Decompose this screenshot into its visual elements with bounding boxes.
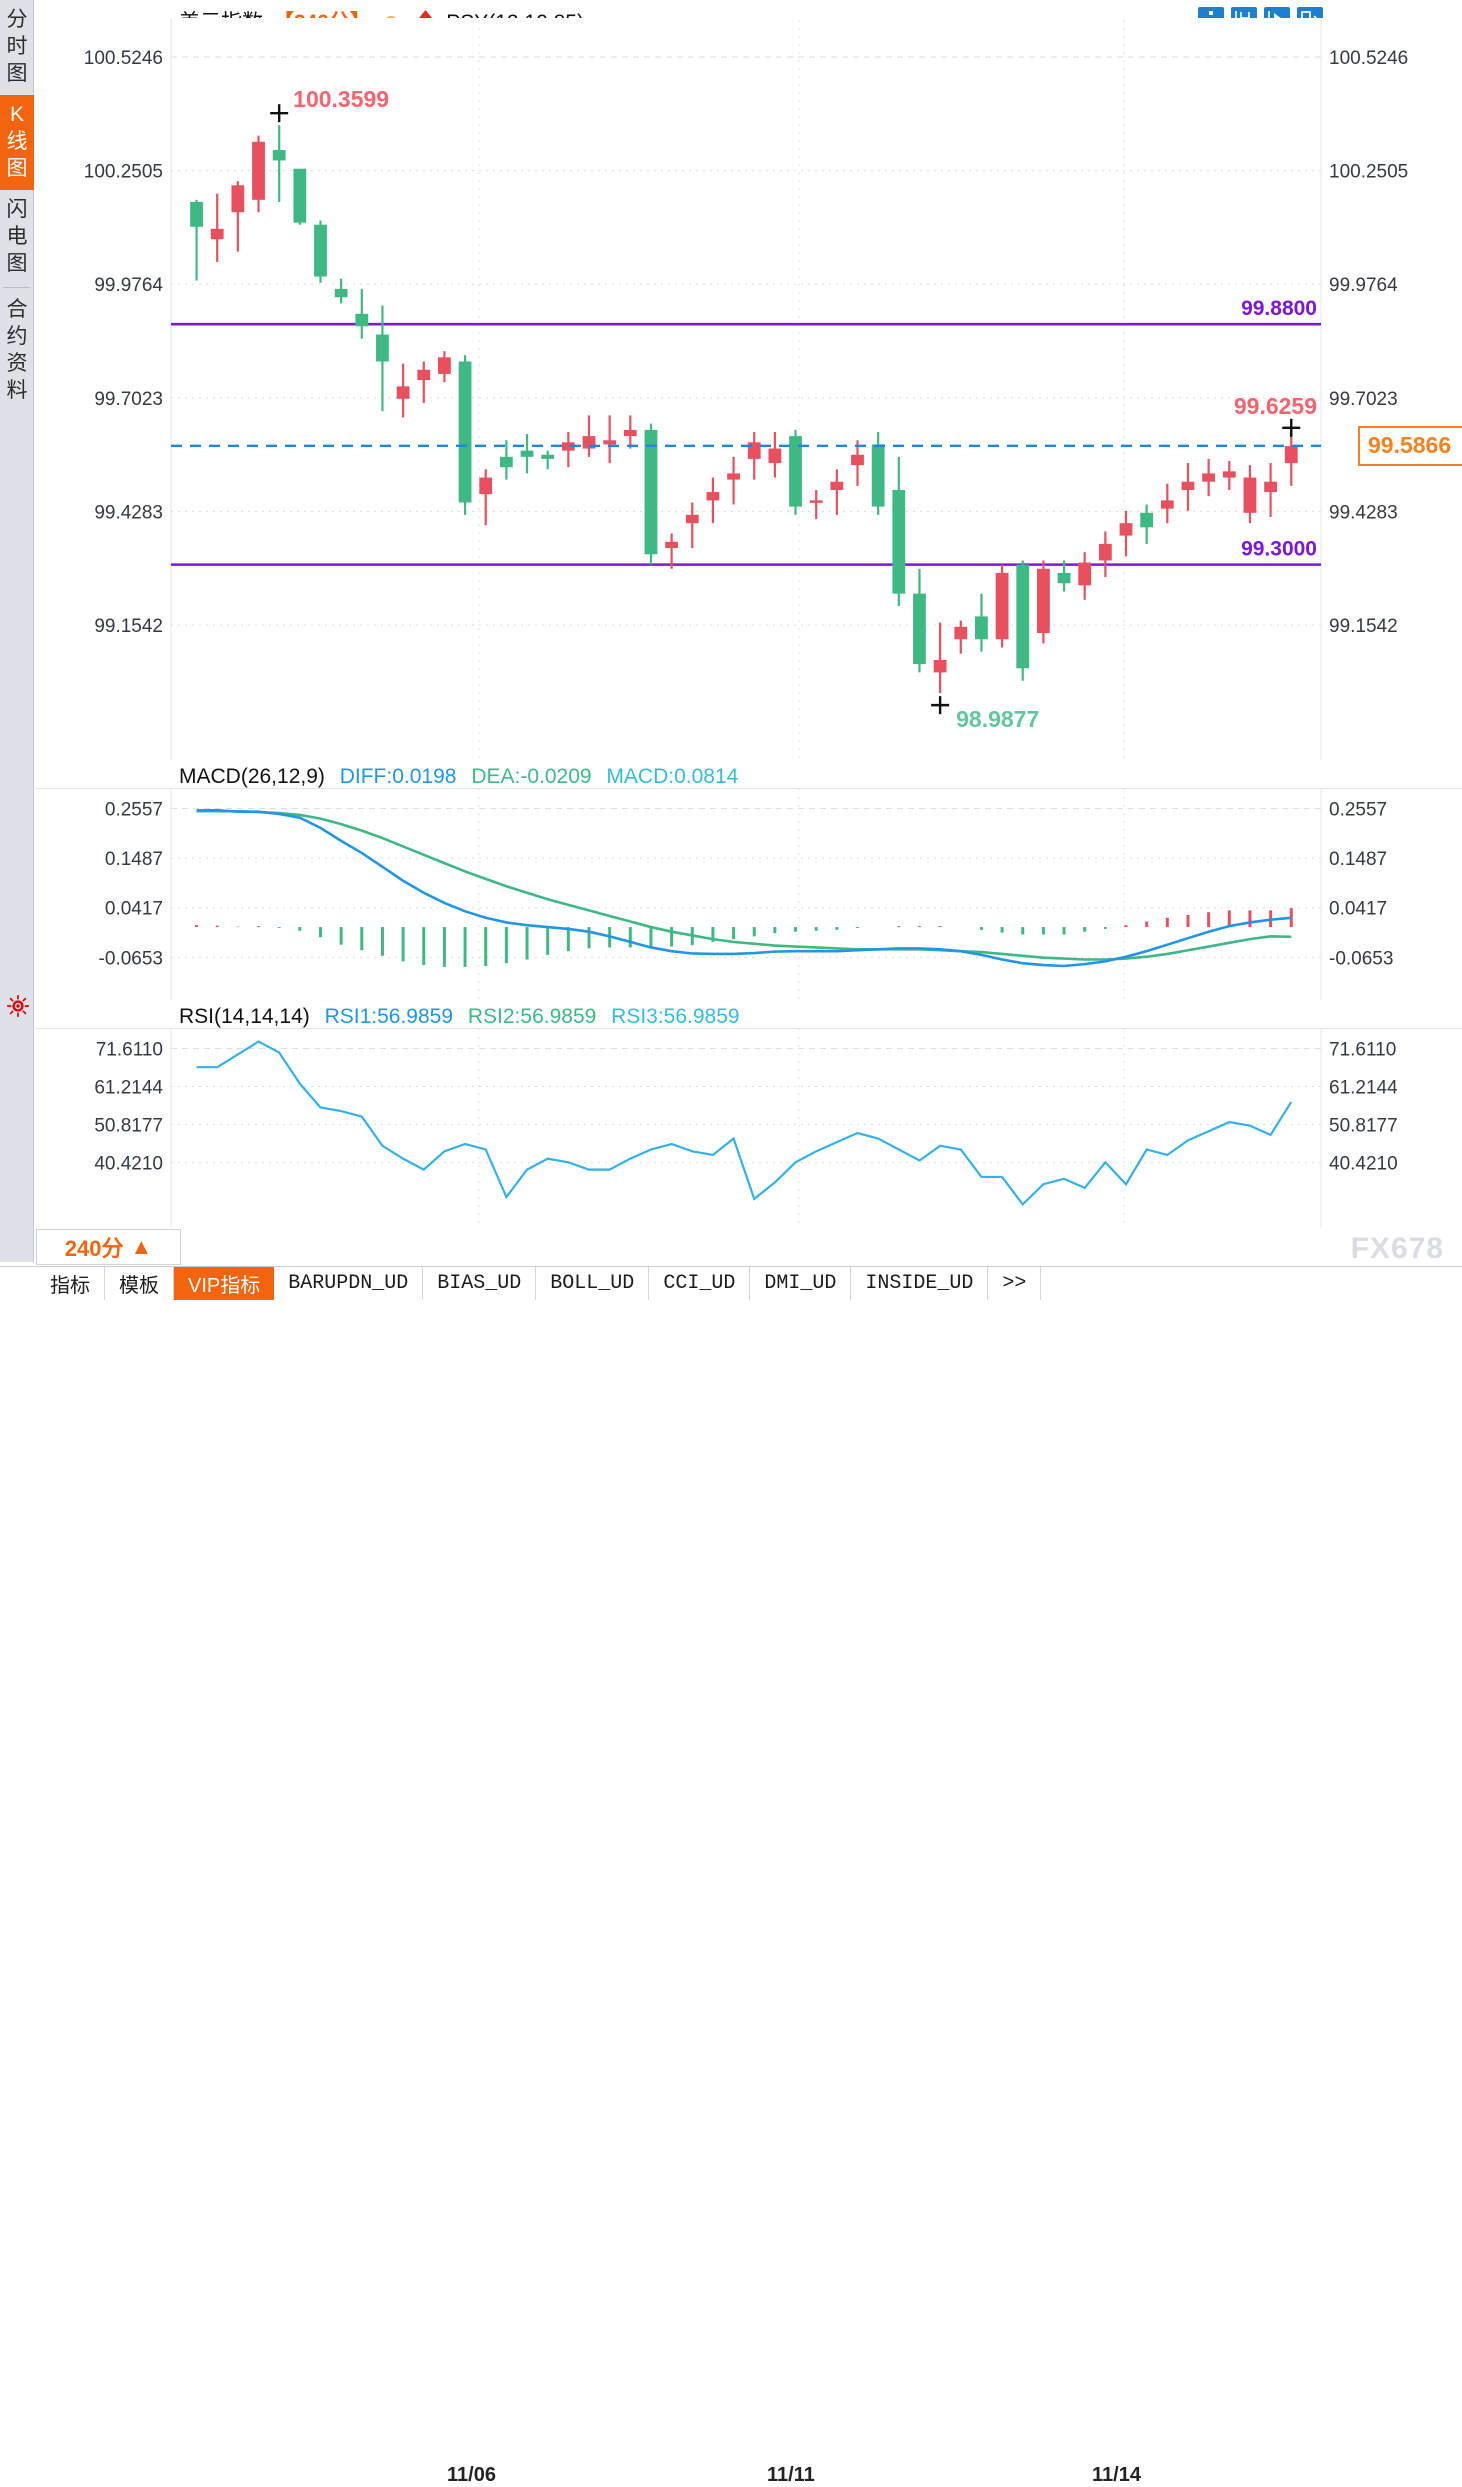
svg-text:40.4210: 40.4210: [1329, 1154, 1398, 1175]
sidebar-item-contract-info[interactable]: 合约资料: [0, 290, 34, 412]
svg-text:100.5246: 100.5246: [1329, 48, 1408, 69]
svg-text:99.7023: 99.7023: [1329, 389, 1398, 410]
svg-text:71.6110: 71.6110: [1329, 1039, 1396, 1060]
svg-text:0.1487: 0.1487: [105, 849, 163, 870]
macd-macd-value: MACD:0.0814: [606, 765, 739, 788]
svg-text:40.4210: 40.4210: [94, 1154, 163, 1175]
indicator-tab-7[interactable]: DMI_UD: [750, 1267, 852, 1300]
timeframe-button-label: 240分: [64, 1236, 124, 1261]
indicator-toolbar: 指标 模板 VIP指标 BARUPDN_UD BIAS_UD BOLL_UD CCI_UD D…: [0, 1266, 1462, 1300]
rsi3-value: RSI3:56.9859: [611, 1005, 740, 1028]
sidebar-item-label: 闪电图: [6, 198, 28, 275]
svg-text:99.7023: 99.7023: [94, 389, 163, 410]
svg-text:100.3599: 100.3599: [293, 86, 389, 112]
toolbar-filler: [1041, 1267, 1462, 1300]
svg-text:0.2557: 0.2557: [105, 800, 163, 821]
sidebar-item-lightning[interactable]: 闪电图: [0, 190, 34, 285]
svg-text:0.0417: 0.0417: [105, 899, 163, 920]
indicator-tab-8[interactable]: INSIDE_UD: [851, 1267, 989, 1300]
sidebar-item-label: 分时图: [6, 8, 28, 85]
svg-text:99.6259: 99.6259: [1234, 393, 1317, 419]
macd-panel[interactable]: 0.2557 0.2557 0.1487 0.1487 0.0417 0.0417 -0.0…: [35, 788, 1462, 1000]
sidebar-item-timeshare[interactable]: 分时图: [0, 0, 34, 95]
indicator-tab-5[interactable]: BOLL_UD: [536, 1267, 650, 1300]
indicator-tab-4[interactable]: BIAS_UD: [423, 1267, 537, 1300]
svg-text:99.3000: 99.3000: [1241, 538, 1317, 561]
indicator-tab-6[interactable]: CCI_UD: [649, 1267, 751, 1300]
svg-text:99.1542: 99.1542: [1329, 616, 1398, 637]
svg-text:50.8177: 50.8177: [1329, 1116, 1398, 1137]
rsi-title: RSI(14,14,14): [179, 1005, 310, 1028]
rsi-header: RSI(14,14,14) RSI1:56.9859 RSI2:56.9859 …: [179, 1005, 740, 1029]
time-axis-label: 11/06: [447, 2464, 496, 2486]
toolbar-left-gutter: [0, 1267, 36, 1300]
svg-text:-0.0653: -0.0653: [1329, 948, 1393, 969]
svg-text:99.9764: 99.9764: [1329, 275, 1398, 296]
price-chart-panel[interactable]: 100.5246 100.5246 100.2505 100.2505 99.9764 9…: [35, 18, 1462, 760]
macd-dea-value: DEA:-0.0209: [471, 765, 592, 788]
indicator-tab-0[interactable]: 指标: [36, 1267, 105, 1300]
sidebar-divider: [3, 287, 30, 288]
svg-text:99.8800: 99.8800: [1241, 297, 1317, 320]
macd-header: MACD(26,12,9) DIFF:0.0198 DEA:-0.0209 MA…: [179, 765, 738, 789]
svg-text:-0.0653: -0.0653: [99, 948, 163, 969]
rsi1-value: RSI1:56.9859: [324, 1005, 454, 1028]
sidebar-item-label: 合约资料: [6, 298, 28, 402]
indicator-tab-3[interactable]: BARUPDN_UD: [274, 1267, 424, 1300]
svg-text:99.4283: 99.4283: [94, 502, 163, 523]
timeframe-button-arrow-icon: ▲: [130, 1234, 153, 1259]
rsi-panel[interactable]: 71.6110 71.6110 61.2144 61.2144 50.8177 50.81…: [35, 1028, 1462, 1228]
brightness-sun-icon[interactable]: [7, 995, 29, 1017]
indicator-tab-2[interactable]: VIP指标: [174, 1267, 275, 1300]
svg-text:0.1487: 0.1487: [1329, 849, 1387, 870]
current-price-value: 99.5866: [1368, 432, 1452, 459]
indicator-tab-1[interactable]: 模板: [105, 1267, 174, 1300]
svg-text:50.8177: 50.8177: [94, 1116, 163, 1137]
svg-text:100.2505: 100.2505: [1329, 162, 1408, 183]
indicator-tab-9[interactable]: >>: [988, 1267, 1042, 1300]
svg-text:61.2144: 61.2144: [94, 1078, 163, 1099]
current-price-tag: 99.5866: [1358, 425, 1462, 466]
time-axis-bar: 11/06 11/11 11/14: [0, 1228, 1462, 2486]
svg-text:0.0417: 0.0417: [1329, 899, 1387, 920]
time-axis-label: 11/11: [767, 2464, 815, 2486]
macd-title: MACD(26,12,9): [179, 765, 325, 788]
svg-text:100.2505: 100.2505: [84, 162, 163, 183]
svg-text:99.4283: 99.4283: [1329, 502, 1398, 523]
svg-text:98.9877: 98.9877: [956, 706, 1039, 732]
watermark: FX678: [1350, 1232, 1444, 1265]
macd-diff-value: DIFF:0.0198: [339, 765, 457, 788]
chart-frame: 美元指数 【240分】 ⊕ PSY(12,10,85) 100.5246: [35, 0, 1462, 1262]
svg-text:61.2144: 61.2144: [1329, 1078, 1398, 1099]
svg-text:0.2557: 0.2557: [1329, 800, 1387, 821]
svg-text:99.9764: 99.9764: [94, 275, 163, 296]
svg-text:71.6110: 71.6110: [96, 1039, 163, 1060]
time-axis-label: 11/14: [1092, 2464, 1141, 2486]
timeframe-button[interactable]: 240分 ▲: [36, 1229, 181, 1265]
svg-text:100.5246: 100.5246: [84, 48, 163, 69]
rsi2-value: RSI2:56.9859: [467, 1005, 597, 1028]
svg-text:99.1542: 99.1542: [94, 616, 163, 637]
